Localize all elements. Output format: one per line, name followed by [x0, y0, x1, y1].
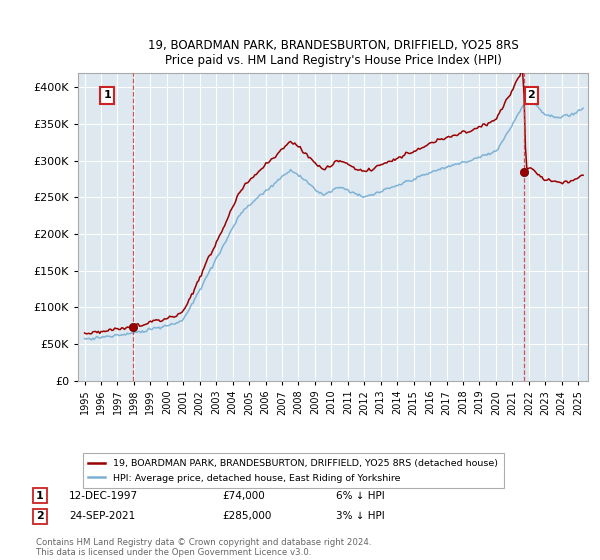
Title: 19, BOARDMAN PARK, BRANDESBURTON, DRIFFIELD, YO25 8RS
Price paid vs. HM Land Reg: 19, BOARDMAN PARK, BRANDESBURTON, DRIFFI… — [148, 39, 518, 67]
Text: 24-SEP-2021: 24-SEP-2021 — [69, 511, 135, 521]
Text: 6% ↓ HPI: 6% ↓ HPI — [336, 491, 385, 501]
Text: 1: 1 — [103, 91, 111, 100]
Text: £74,000: £74,000 — [222, 491, 265, 501]
Text: 1: 1 — [36, 491, 44, 501]
Legend: 19, BOARDMAN PARK, BRANDESBURTON, DRIFFIELD, YO25 8RS (detached house), HPI: Ave: 19, BOARDMAN PARK, BRANDESBURTON, DRIFFI… — [83, 453, 503, 488]
Text: Contains HM Land Registry data © Crown copyright and database right 2024.
This d: Contains HM Land Registry data © Crown c… — [36, 538, 371, 557]
Text: 2: 2 — [36, 511, 44, 521]
Text: 3% ↓ HPI: 3% ↓ HPI — [336, 511, 385, 521]
Text: 12-DEC-1997: 12-DEC-1997 — [69, 491, 138, 501]
Text: £285,000: £285,000 — [222, 511, 271, 521]
Text: 2: 2 — [527, 91, 535, 100]
